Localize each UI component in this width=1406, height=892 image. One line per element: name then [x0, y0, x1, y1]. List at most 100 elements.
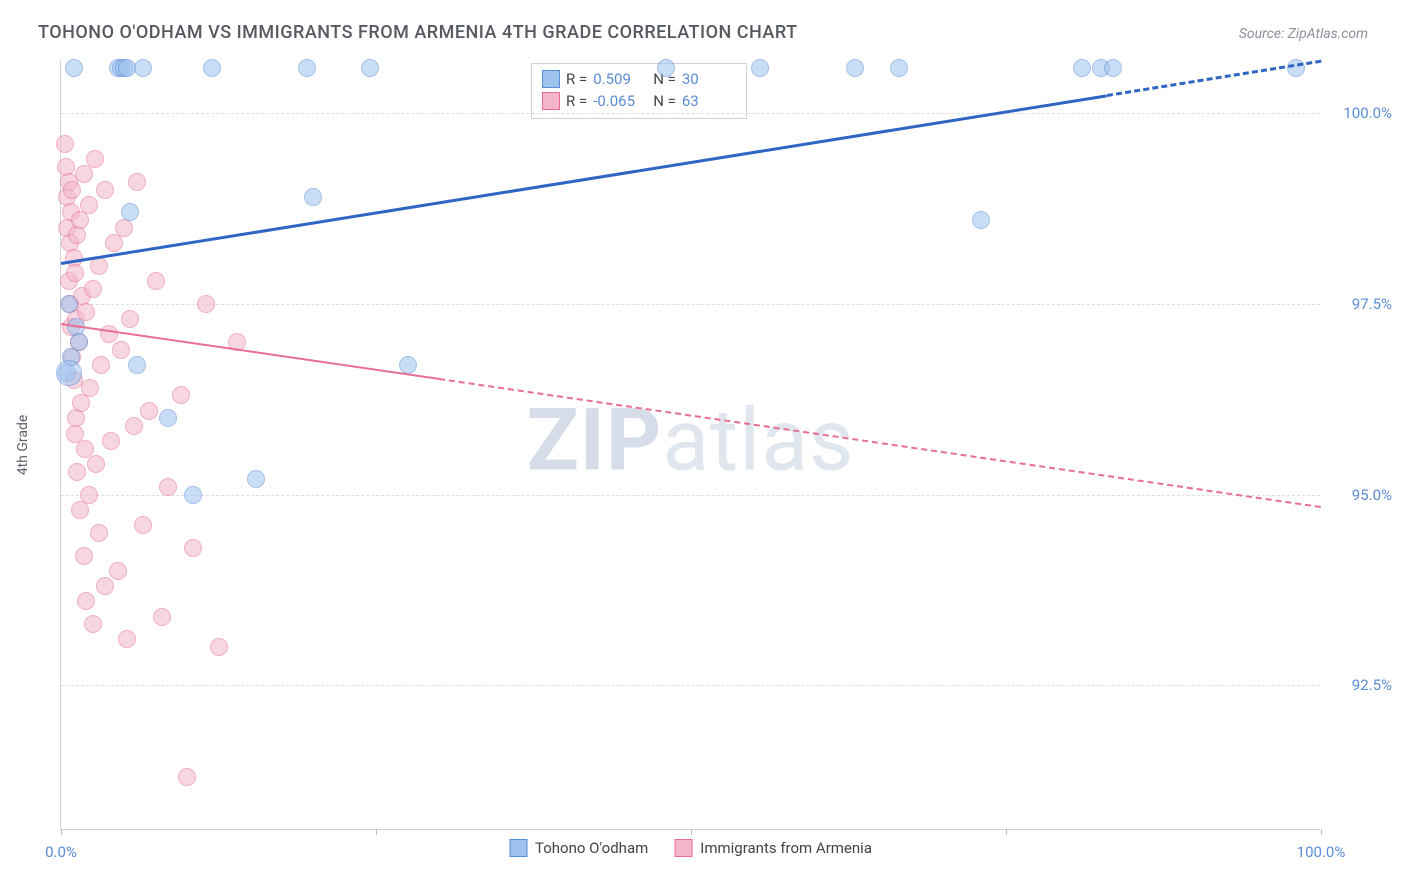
- legend-item: Immigrants from Armenia: [674, 839, 872, 857]
- data-point: [751, 59, 769, 77]
- legend-corr-row: R = -0.065 N = 63: [542, 90, 736, 112]
- data-point: [298, 59, 316, 77]
- gridline-h: [61, 495, 1320, 496]
- data-point: [118, 59, 136, 77]
- legend-item: Tohono O'odham: [509, 839, 648, 857]
- data-point: [134, 59, 152, 77]
- data-point: [105, 234, 123, 252]
- data-point: [210, 638, 228, 656]
- data-point: [134, 516, 152, 534]
- data-point: [399, 356, 417, 374]
- data-point: [128, 173, 146, 191]
- x-tick: [61, 829, 62, 835]
- data-point: [92, 356, 110, 374]
- data-point: [86, 150, 104, 168]
- data-point: [81, 379, 99, 397]
- data-point: [84, 280, 102, 298]
- x-tick: [376, 829, 377, 835]
- data-point: [77, 592, 95, 610]
- data-point: [125, 417, 143, 435]
- y-tick-label: 92.5%: [1352, 676, 1392, 694]
- chart-title: TOHONO O'ODHAM VS IMMIGRANTS FROM ARMENI…: [38, 22, 798, 43]
- x-tick: [691, 829, 692, 835]
- data-point: [90, 524, 108, 542]
- data-point: [972, 211, 990, 229]
- data-point: [1073, 59, 1091, 77]
- data-point: [72, 394, 90, 412]
- data-point: [846, 59, 864, 77]
- x-tick-label: 100.0%: [1297, 843, 1346, 861]
- data-point: [68, 226, 86, 244]
- data-point: [178, 768, 196, 786]
- correlation-legend: R = 0.509 N = 30R = -0.065 N = 63: [531, 63, 747, 119]
- data-point: [128, 356, 146, 374]
- x-tick: [1006, 829, 1007, 835]
- data-point: [56, 135, 74, 153]
- data-point: [121, 203, 139, 221]
- n-value: 30: [682, 68, 736, 90]
- y-tick-label: 97.5%: [1352, 295, 1392, 313]
- regression-line: [439, 378, 1321, 508]
- data-point: [80, 486, 98, 504]
- data-point: [159, 409, 177, 427]
- r-value: -0.065: [593, 90, 647, 112]
- watermark-light: atlas: [662, 389, 854, 490]
- r-label: R =: [566, 68, 587, 90]
- data-point: [80, 196, 98, 214]
- legend-swatch: [542, 70, 560, 88]
- data-point: [71, 501, 89, 519]
- x-tick: [1321, 829, 1322, 835]
- data-point: [109, 562, 127, 580]
- data-point: [63, 181, 81, 199]
- x-tick-label: 0.0%: [45, 843, 77, 861]
- data-point: [65, 59, 83, 77]
- legend-swatch: [542, 92, 560, 110]
- legend-label: Tohono O'odham: [535, 839, 648, 857]
- data-point: [184, 539, 202, 557]
- data-point: [56, 360, 82, 386]
- data-point: [159, 478, 177, 496]
- data-point: [361, 59, 379, 77]
- data-point: [1104, 59, 1122, 77]
- n-value: 63: [682, 90, 736, 112]
- data-point: [102, 432, 120, 450]
- series-legend: Tohono O'odham Immigrants from Armenia: [509, 839, 872, 857]
- data-point: [172, 386, 190, 404]
- data-point: [96, 181, 114, 199]
- data-point: [203, 59, 221, 77]
- data-point: [147, 272, 165, 290]
- data-point: [67, 409, 85, 427]
- data-point: [71, 211, 89, 229]
- data-point: [184, 486, 202, 504]
- legend-corr-row: R =0.509N =30: [542, 68, 736, 90]
- n-label: N =: [653, 90, 676, 112]
- watermark-bold: ZIP: [527, 389, 663, 490]
- data-point: [66, 264, 84, 282]
- y-axis-title: 4th Grade: [15, 414, 31, 475]
- regression-line: [1107, 60, 1322, 97]
- r-value: 0.509: [593, 68, 647, 90]
- legend-label: Immigrants from Armenia: [700, 839, 872, 857]
- data-point: [304, 188, 322, 206]
- data-point: [70, 333, 88, 351]
- legend-swatch: [674, 839, 692, 857]
- gridline-h: [61, 685, 1320, 686]
- data-point: [84, 615, 102, 633]
- data-point: [112, 341, 130, 359]
- y-tick-label: 100.0%: [1343, 104, 1392, 122]
- y-tick-label: 95.0%: [1352, 486, 1392, 504]
- data-point: [247, 470, 265, 488]
- r-label: R =: [566, 90, 587, 112]
- data-point: [75, 547, 93, 565]
- data-point: [75, 165, 93, 183]
- data-point: [197, 295, 215, 313]
- data-point: [121, 310, 139, 328]
- data-point: [87, 455, 105, 473]
- data-point: [657, 59, 675, 77]
- legend-swatch: [509, 839, 527, 857]
- gridline-h: [61, 113, 1320, 114]
- regression-line: [61, 94, 1107, 265]
- watermark: ZIPatlas: [527, 389, 855, 490]
- data-point: [890, 59, 908, 77]
- gridline-h: [61, 304, 1320, 305]
